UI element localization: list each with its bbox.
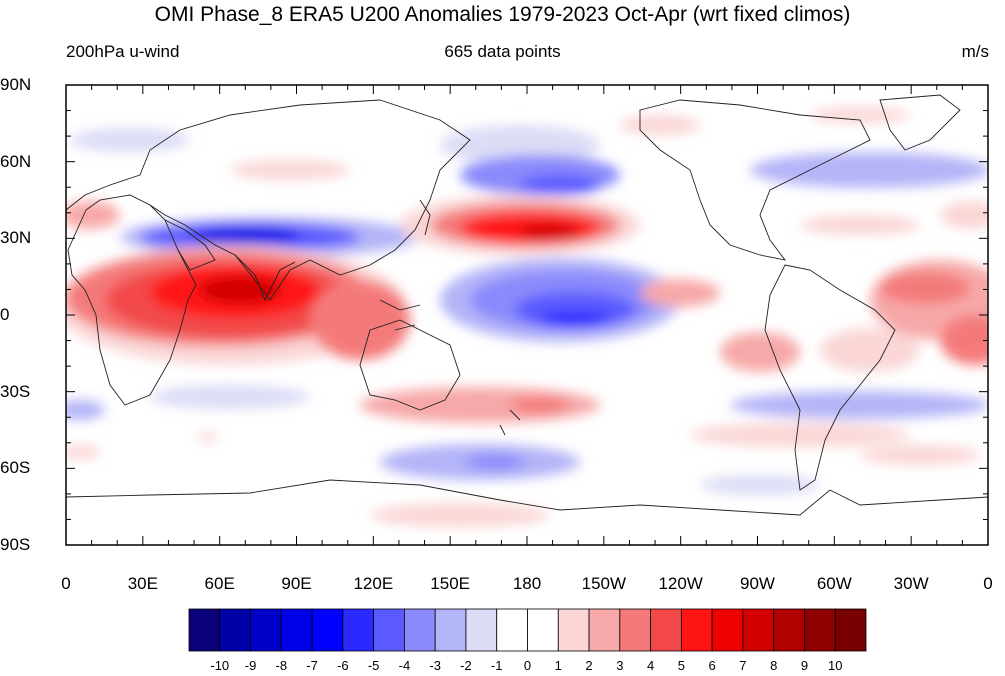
colorbar-swatch: [680, 608, 713, 652]
lon-tick-label: 0: [983, 574, 993, 593]
colorbar-swatch: [311, 608, 344, 652]
lat-tick-label: 60N: [0, 151, 32, 171]
colorbar-label: 6: [709, 658, 716, 673]
field-label: 200hPa u-wind: [66, 42, 180, 61]
colorbar-label: 9: [801, 658, 808, 673]
lat-tick-label: 60S: [0, 458, 31, 478]
colorbar-swatch: [773, 608, 805, 652]
colorbar-swatch: [342, 608, 375, 652]
coastlines: [66, 94, 988, 516]
colorbar-label: -1: [491, 658, 503, 673]
lon-tick-label: 180: [512, 574, 542, 593]
colorbar-label: -6: [337, 658, 349, 673]
lon-tick-label: 120W: [658, 574, 703, 593]
colorbar-label: -7: [306, 658, 318, 673]
lon-tick-label: 60E: [204, 574, 235, 593]
colorbar-swatch: [619, 608, 651, 652]
data-points-label: 665 data points: [444, 42, 561, 61]
lat-tick-label: 0: [0, 305, 10, 324]
colorbar-label: -3: [429, 658, 441, 673]
lon-tick-label: 150W: [581, 574, 627, 593]
colorbar-swatch: [834, 608, 867, 652]
colorbar-label: 8: [770, 658, 777, 673]
lon-tick-label: 30E: [127, 574, 158, 593]
lat-tick-label: 30N: [0, 228, 32, 248]
colorbar-label: -8: [276, 658, 288, 673]
colorbar-label: 4: [647, 658, 654, 673]
lon-tick-label: 60W: [816, 574, 852, 593]
colorbar-swatch: [280, 608, 313, 652]
colorbar-swatch: [465, 608, 498, 652]
colorbar-label: 1: [555, 658, 562, 673]
units-label: m/s: [961, 42, 989, 61]
colorbar-label: -5: [368, 658, 380, 673]
colorbar-swatch: [557, 608, 590, 652]
colorbar-label: -4: [399, 658, 411, 673]
lon-tick-label: 90E: [281, 574, 312, 593]
colorbar-swatch: [188, 608, 221, 652]
colorbar-label: 3: [616, 658, 623, 673]
colorbar-swatch: [804, 608, 836, 652]
colorbar-label: -2: [460, 658, 472, 673]
colorbar-swatch: [711, 608, 744, 652]
colorbar-label: 5: [678, 658, 685, 673]
chart-title: OMI Phase_8 ERA5 U200 Anomalies 1979-202…: [154, 3, 851, 26]
colorbar-swatch: [250, 608, 282, 652]
lat-tick-label: 30S: [0, 381, 31, 401]
colorbar-swatch: [527, 608, 559, 652]
lat-tick-label: 90S: [0, 535, 31, 554]
colorbar-swatch: [496, 608, 528, 652]
lat-tick-label: 90N: [0, 75, 32, 94]
colorbar-swatch: [588, 608, 621, 652]
colorbar-swatch: [219, 608, 251, 652]
colorbar-label: 7: [739, 658, 746, 673]
lon-tick-label: 30W: [893, 574, 929, 593]
colorbar-label: -10: [210, 658, 229, 673]
colorbar-swatch: [373, 608, 405, 652]
colorbar-label: 0: [524, 658, 531, 673]
colorbar-label: 2: [585, 658, 592, 673]
colorbar-swatch: [434, 608, 467, 652]
colorbar-label: -9: [245, 658, 257, 673]
colorbar-swatch: [404, 608, 436, 652]
colorbar: -10 -9 -8 -7 -6 -5 -4 -3 -2 -1 0 1 2 3 4 5 6 7 8 9 10: [188, 608, 867, 673]
lon-tick-label: 0: [61, 574, 71, 593]
colorbar-swatch: [650, 608, 682, 652]
lon-tick-label: 150E: [430, 574, 470, 593]
lon-tick-label: 90W: [740, 574, 775, 593]
anomaly-field: [66, 85, 988, 545]
colorbar-label: 10: [828, 658, 842, 673]
colorbar-swatch: [742, 608, 775, 652]
lon-tick-label: 120E: [353, 574, 394, 593]
